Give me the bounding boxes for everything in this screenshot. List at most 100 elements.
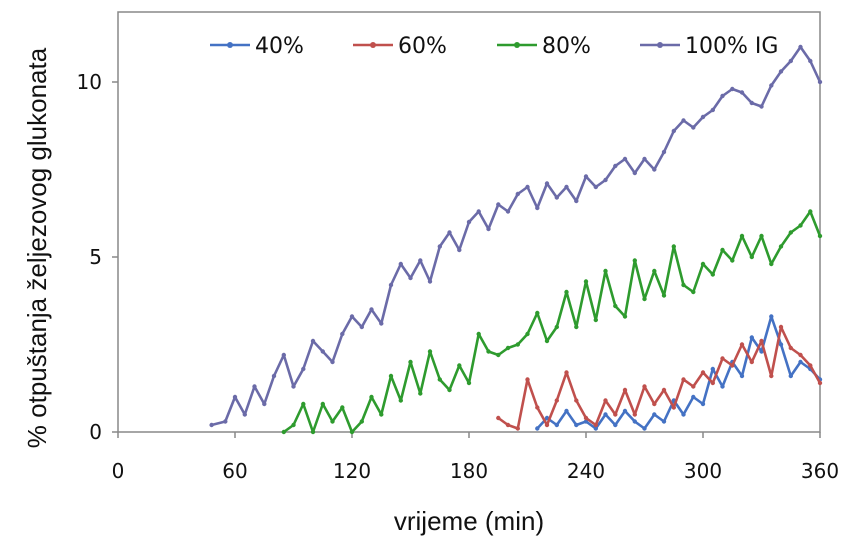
data-point — [710, 107, 715, 113]
data-point — [310, 429, 316, 435]
data-point — [603, 398, 608, 403]
data-point — [408, 275, 413, 281]
data-point — [554, 398, 559, 403]
data-point — [583, 419, 589, 424]
data-point — [700, 261, 706, 267]
data-point — [798, 44, 803, 50]
data-point — [759, 233, 764, 239]
data-point — [700, 401, 706, 407]
data-point — [798, 359, 803, 365]
data-point — [535, 405, 540, 410]
data-point — [515, 342, 520, 347]
data-point — [739, 373, 745, 379]
data-point — [525, 331, 530, 337]
data-point — [583, 174, 589, 179]
legend-marker — [370, 42, 376, 48]
data-point — [808, 58, 813, 64]
data-point — [369, 394, 374, 400]
data-point — [691, 384, 696, 389]
data-point — [720, 247, 725, 253]
data-point — [281, 352, 286, 358]
data-point — [310, 338, 316, 344]
data-point — [525, 377, 530, 382]
data-point — [369, 307, 374, 312]
data-point — [661, 419, 667, 424]
legend-entry: 60% — [398, 34, 447, 59]
data-point — [359, 419, 364, 424]
y-tick-label: 10 — [77, 70, 102, 94]
data-point — [466, 219, 472, 225]
y-axis-ticks: 0 5 10 — [77, 70, 118, 444]
data-point — [418, 258, 423, 263]
data-point — [720, 384, 725, 389]
data-point — [320, 401, 325, 407]
data-point — [593, 426, 598, 431]
data-point — [301, 401, 306, 407]
x-axis-ticks: 0 60 120 180 240 300 360 — [112, 432, 839, 483]
data-point — [583, 279, 589, 284]
data-point — [642, 384, 647, 389]
data-point — [457, 363, 462, 368]
x-tick-label: 360 — [801, 459, 839, 483]
data-point — [379, 321, 384, 326]
data-point — [632, 412, 637, 417]
data-point — [671, 405, 676, 410]
data-point — [544, 422, 550, 428]
data-point — [505, 345, 511, 351]
data-point — [281, 429, 286, 435]
data-point — [301, 366, 306, 372]
data-point — [379, 412, 384, 417]
data-point — [710, 272, 715, 277]
data-point — [739, 342, 745, 347]
data-point — [788, 230, 793, 235]
data-point — [544, 338, 550, 344]
x-tick-label: 300 — [684, 459, 722, 483]
data-point — [271, 373, 277, 379]
series-layer — [209, 44, 823, 435]
data-point — [710, 380, 715, 386]
data-point — [691, 289, 696, 295]
data-point — [749, 254, 754, 260]
data-point — [418, 391, 423, 396]
data-point — [437, 244, 442, 249]
x-tick-label: 60 — [222, 459, 247, 483]
data-point — [340, 331, 345, 337]
series-0 — [535, 314, 823, 431]
legend-marker — [227, 42, 233, 48]
data-point — [652, 412, 657, 417]
data-point — [652, 268, 657, 274]
data-point — [496, 202, 501, 207]
data-point — [759, 104, 764, 109]
data-point — [349, 429, 355, 435]
data-point — [447, 387, 452, 393]
x-axis-title: vrijeme (min) — [394, 506, 544, 536]
data-point — [730, 86, 735, 92]
data-point — [388, 282, 394, 288]
data-point — [554, 324, 559, 330]
data-point — [808, 209, 813, 214]
x-tick-label: 0 — [112, 459, 125, 483]
series-line — [283, 210, 822, 434]
data-point — [574, 324, 579, 330]
data-point — [632, 258, 637, 263]
data-point — [232, 394, 238, 400]
data-point — [759, 338, 764, 344]
x-tick-label: 240 — [567, 459, 605, 483]
data-point — [681, 118, 686, 123]
data-point — [778, 69, 784, 74]
data-point — [759, 349, 764, 354]
data-point — [496, 352, 501, 358]
data-point — [583, 415, 589, 421]
x-tick-label: 180 — [450, 459, 488, 483]
data-point — [223, 419, 228, 424]
data-point — [671, 128, 676, 134]
data-point — [817, 380, 823, 386]
data-point — [739, 90, 745, 95]
data-point — [661, 293, 667, 298]
data-point — [252, 384, 257, 389]
data-point — [505, 209, 511, 214]
data-point — [632, 170, 637, 176]
data-point — [349, 314, 355, 319]
data-point — [749, 335, 754, 340]
